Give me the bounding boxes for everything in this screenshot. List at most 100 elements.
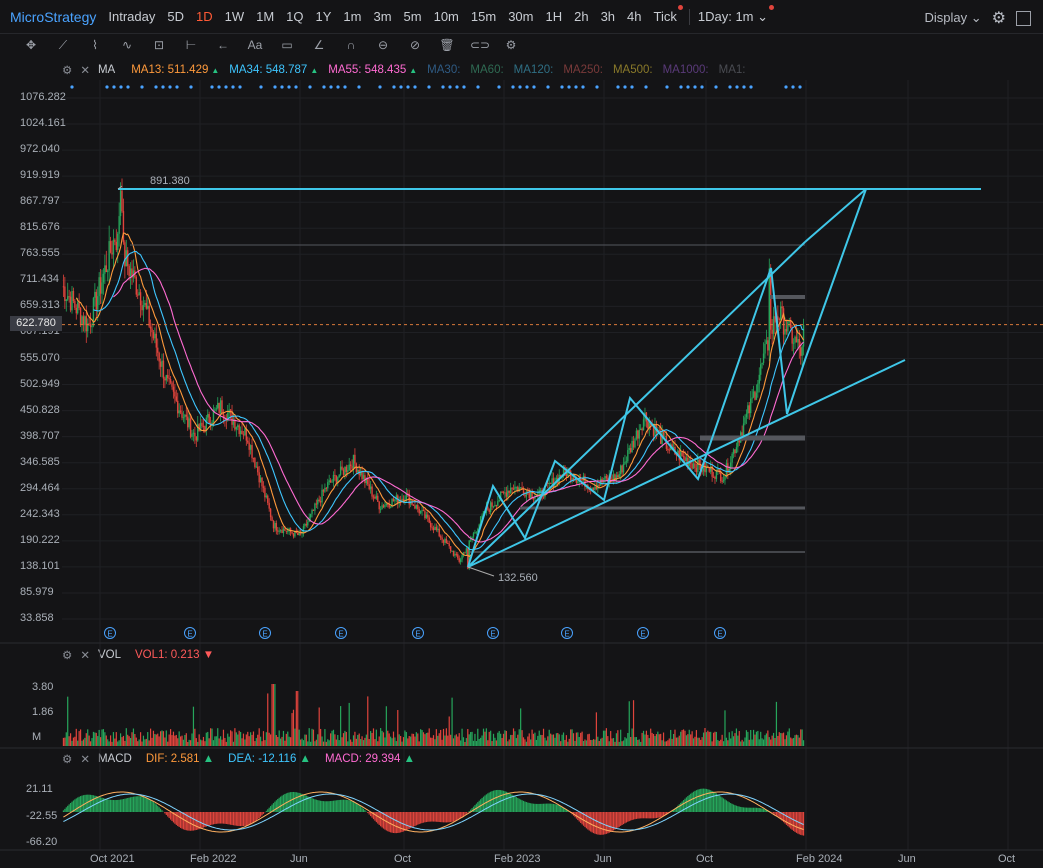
candle-body bbox=[592, 487, 595, 490]
tab-timeframe-15m[interactable]: 15m bbox=[470, 9, 497, 24]
macd-histogram-bar bbox=[745, 807, 748, 812]
price-tick: 1024.161 bbox=[20, 117, 66, 130]
tab-timeframe-30m[interactable]: 30m bbox=[508, 9, 534, 24]
display-button[interactable]: Display ⌄ bbox=[924, 10, 982, 25]
price-tick: 138.101 bbox=[20, 559, 60, 572]
volume-bar bbox=[737, 735, 739, 746]
tab-timeframe-5m[interactable]: 5m bbox=[403, 9, 422, 24]
volume-bar bbox=[324, 729, 326, 746]
volume-bar bbox=[87, 729, 89, 746]
volume-bar bbox=[109, 735, 112, 746]
hide-icon[interactable]: ⊘ bbox=[409, 38, 421, 52]
pattern-icon[interactable]: ⊡ bbox=[153, 38, 165, 52]
macd-histogram-bar bbox=[205, 812, 207, 827]
macd-histogram-bar bbox=[314, 799, 316, 812]
macd-histogram-bar bbox=[531, 803, 533, 812]
trash-icon[interactable]: 🗑 bbox=[439, 38, 455, 52]
fib-icon[interactable]: ⌇ bbox=[92, 38, 98, 52]
volume-bar bbox=[545, 740, 547, 746]
price-tick: 190.222 bbox=[20, 533, 60, 546]
comment-icon[interactable]: ▭ bbox=[281, 38, 293, 52]
macd-histogram-bar bbox=[612, 812, 615, 831]
volume-bar bbox=[371, 732, 373, 746]
tab-timeframe-5d[interactable]: 5D bbox=[167, 9, 184, 24]
settings-icon[interactable]: ⚙ bbox=[991, 10, 1006, 27]
tab-timeframe-1y[interactable]: 1Y bbox=[315, 9, 332, 24]
gear-icon[interactable]: ⚙ bbox=[62, 65, 73, 77]
macd-histogram-bar bbox=[771, 812, 773, 813]
macd-histogram-bar bbox=[654, 812, 656, 819]
link-icon[interactable]: ⊂⊃ bbox=[470, 38, 491, 52]
range-icon[interactable]: ⊢ bbox=[185, 38, 197, 52]
volume-bar bbox=[181, 735, 183, 746]
volume-bar bbox=[442, 728, 445, 746]
current-price-tag: 622.780 bbox=[10, 316, 62, 331]
gear-icon[interactable]: ⚙ bbox=[62, 754, 73, 766]
signal-dot bbox=[525, 85, 529, 89]
price-tick: 33.858 bbox=[20, 612, 54, 624]
volume-bar bbox=[781, 733, 783, 746]
candle-body bbox=[632, 440, 635, 448]
wave-icon[interactable]: ∿ bbox=[121, 38, 133, 52]
crosshair-icon[interactable]: ✥ bbox=[25, 38, 37, 52]
candle-body bbox=[619, 465, 622, 475]
macd-histogram-bar bbox=[492, 790, 495, 812]
interval-select[interactable]: 1Day: 1m ⌄ bbox=[698, 4, 775, 25]
candle-body bbox=[795, 336, 798, 343]
tab-timeframe-1h[interactable]: 1H bbox=[545, 9, 563, 24]
candle-body bbox=[124, 242, 126, 267]
fullscreen-icon[interactable] bbox=[1016, 10, 1031, 26]
volume-bar bbox=[189, 740, 192, 746]
tab-timeframe-1m[interactable]: 1m bbox=[343, 9, 362, 24]
candle-body bbox=[171, 382, 173, 387]
lock-icon[interactable]: ⊖ bbox=[377, 38, 389, 52]
tab-timeframe-1m[interactable]: 1M bbox=[256, 9, 275, 24]
macd-histogram-bar bbox=[784, 812, 786, 824]
macd-histogram-bar bbox=[360, 806, 362, 812]
tab-timeframe-tick[interactable]: Tick bbox=[654, 5, 683, 24]
volume-bar bbox=[785, 735, 788, 746]
tab-timeframe-3m[interactable]: 3m bbox=[373, 9, 392, 24]
settings-icon[interactable]: ⚙ bbox=[505, 38, 517, 52]
candle-body bbox=[362, 475, 365, 480]
symbol-name[interactable]: MicroStrategy bbox=[10, 8, 97, 25]
volume-bar bbox=[498, 731, 500, 746]
macd-histogram-bar bbox=[151, 800, 153, 812]
text-icon[interactable]: Aa bbox=[247, 38, 263, 52]
volume-bar bbox=[327, 739, 329, 746]
candle-body bbox=[145, 302, 148, 309]
tab-timeframe-intraday[interactable]: Intraday bbox=[108, 9, 156, 24]
magnet-icon[interactable]: ∩ bbox=[346, 38, 356, 52]
close-icon[interactable]: ✕ bbox=[80, 754, 90, 766]
tab-timeframe-10m[interactable]: 10m bbox=[433, 9, 459, 24]
volume-bar bbox=[472, 740, 475, 746]
macd-histogram-bar bbox=[101, 797, 103, 812]
gear-icon[interactable]: ⚙ bbox=[62, 650, 73, 662]
close-icon[interactable]: ✕ bbox=[80, 650, 90, 662]
candle-body bbox=[532, 498, 535, 500]
close-icon[interactable]: ✕ bbox=[80, 65, 90, 77]
macd-histogram-bar bbox=[707, 789, 709, 812]
tab-timeframe-4h[interactable]: 4h bbox=[627, 9, 642, 24]
tab-timeframe-1w[interactable]: 1W bbox=[224, 9, 245, 24]
macd-histogram-bar bbox=[119, 799, 122, 812]
candle-body bbox=[691, 463, 693, 469]
volume-bar bbox=[367, 696, 369, 746]
tab-timeframe-3h[interactable]: 3h bbox=[600, 9, 616, 24]
tab-timeframe-1q[interactable]: 1Q bbox=[286, 9, 304, 24]
candle-body bbox=[109, 241, 112, 253]
macd-histogram-bar bbox=[362, 808, 365, 812]
ruler-icon[interactable]: ∠ bbox=[313, 38, 325, 52]
candle-body bbox=[161, 360, 163, 367]
macd-histogram-bar bbox=[474, 805, 476, 812]
macd-histogram-bar bbox=[64, 808, 66, 812]
tab-timeframe-2h[interactable]: 2h bbox=[574, 9, 589, 24]
volume-bar bbox=[652, 734, 655, 746]
tab-timeframe-1d[interactable]: 1D bbox=[195, 9, 213, 24]
arrow-icon[interactable]: ← bbox=[217, 38, 229, 52]
macd-histogram-bar bbox=[291, 791, 293, 812]
price-tick: 763.555 bbox=[20, 247, 60, 260]
volume-bar bbox=[745, 730, 748, 746]
trendline-icon[interactable]: ⟋ bbox=[58, 37, 68, 52]
